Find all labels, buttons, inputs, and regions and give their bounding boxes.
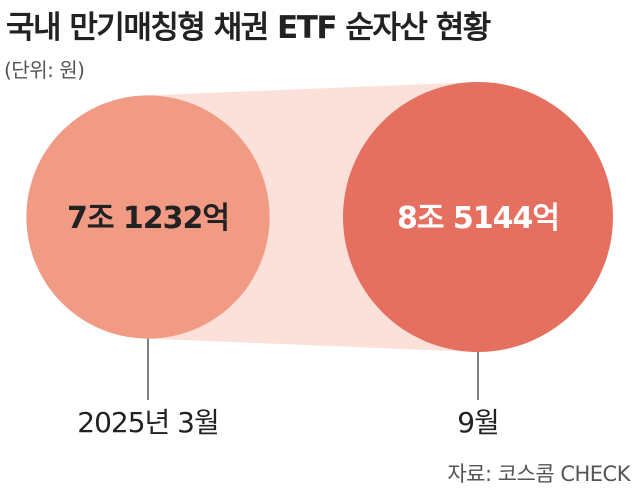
chart-title: 국내 만기매칭형 채권 ETF 순자산 현황 xyxy=(6,10,491,46)
bubble-value-label: 7조 1232억 xyxy=(67,201,229,236)
bubble-value-label: 8조 5144억 xyxy=(397,201,559,236)
category-label: 2025년 3월 xyxy=(77,406,219,439)
bubble-march xyxy=(26,95,270,339)
bubble-september xyxy=(343,82,613,352)
unit-note: (단위: 원) xyxy=(4,58,85,82)
category-label: 9월 xyxy=(457,406,499,439)
source-note: 자료: 코스콤 CHECK xyxy=(447,462,630,486)
